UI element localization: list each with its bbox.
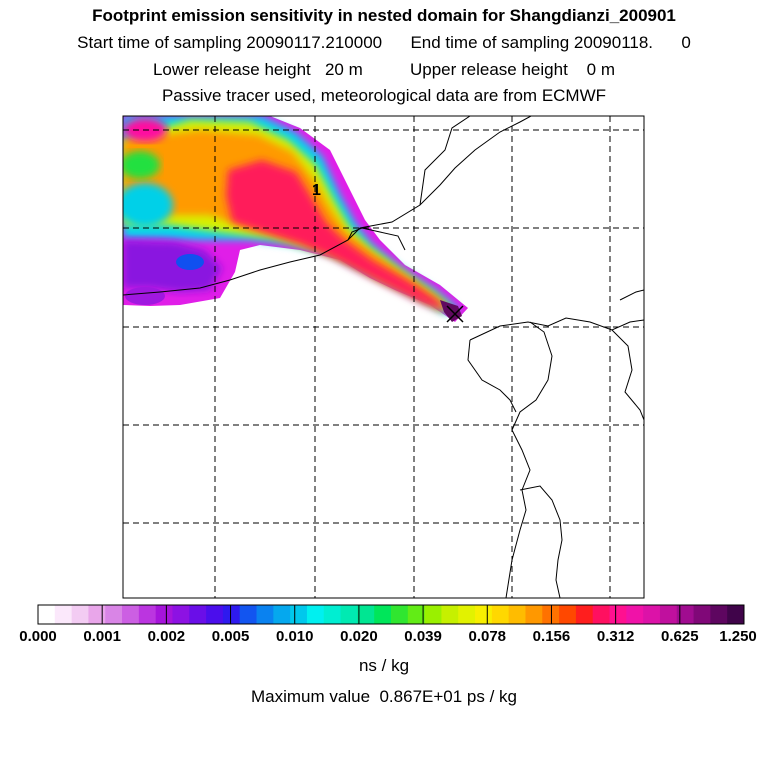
colorbar-cell	[256, 605, 274, 624]
maximum-value-text: Maximum value 0.867E+01 ps / kg	[251, 687, 517, 706]
colorbar-cell	[138, 605, 157, 624]
colorbar-cell	[407, 605, 426, 624]
grid-lines	[123, 116, 644, 598]
colorbar-cell	[54, 605, 73, 624]
colorbar-tick-label: 0.039	[404, 628, 442, 645]
coastlines	[123, 116, 644, 598]
plume-green-blob	[123, 151, 160, 179]
colorbar-cell	[172, 605, 190, 624]
coastline-upper	[619, 289, 644, 301]
colorbar-cell	[441, 605, 459, 624]
colorbar-cell	[575, 605, 594, 624]
colorbar-cell	[458, 605, 476, 624]
station-marker-icon	[446, 305, 464, 323]
colorbar-cell	[693, 605, 711, 624]
plume-field	[123, 116, 468, 322]
tracer-info: Passive tracer used, meteorological data…	[161, 86, 607, 105]
colorbar-tick-label: 0.625	[661, 628, 699, 645]
colorbar-cell	[38, 605, 56, 624]
plume-violet-lobe	[123, 240, 222, 292]
colorbar-cell	[508, 605, 526, 624]
colorbar-units: ns / kg	[358, 656, 410, 675]
colorbar-cell	[273, 605, 291, 624]
release-height-info: Lower release height 20 m Upper release …	[152, 60, 616, 79]
colorbar-cell	[659, 605, 678, 624]
coastline-peninsula	[505, 321, 553, 598]
coastline-south	[519, 485, 563, 598]
colorbar-cell	[122, 605, 140, 624]
colorbar-tick-label: 0.001	[83, 628, 121, 645]
colorbar-cell	[391, 605, 409, 624]
colorbar-cell	[491, 605, 510, 624]
colorbar-tick-label: 1.250	[719, 628, 757, 645]
station-label: 1	[312, 182, 321, 199]
colorbar-tick-label: 0.000	[19, 628, 57, 645]
colorbar-cell	[592, 605, 611, 624]
colorbar-cell	[206, 605, 224, 624]
colorbar-cell	[626, 605, 644, 624]
plume-purple-spot	[125, 287, 165, 305]
sampling-time-info: Start time of sampling 20090117.210000 E…	[77, 33, 691, 52]
coastline-bay	[347, 227, 406, 251]
colorbar-cell	[542, 605, 560, 624]
colorbar-cell	[239, 605, 258, 624]
coastline-west	[467, 339, 517, 413]
coastline-east	[469, 317, 644, 341]
colorbar-frame	[37, 604, 745, 625]
colorbar-cell	[189, 605, 207, 624]
coastline-north	[123, 116, 532, 296]
colorbar-tick-label: 0.005	[211, 628, 250, 645]
colorbar-cell	[475, 605, 493, 624]
colorbar-cell	[357, 605, 375, 624]
colorbar-cell	[609, 605, 627, 624]
colorbar-tick-label: 0.156	[532, 628, 571, 645]
colorbar-cell	[323, 605, 342, 624]
border-line	[419, 116, 471, 206]
plume-cyan-blob	[123, 183, 173, 227]
colorbar	[37, 604, 745, 625]
plume-blue-spot	[176, 254, 204, 270]
colorbar-cell	[374, 605, 392, 624]
colorbar-tick-label: 0.020	[340, 628, 378, 645]
colorbar-cell	[340, 605, 358, 624]
colorbar-cell	[525, 605, 543, 624]
colorbar-tick-label: 0.002	[147, 628, 186, 645]
colorbar-cell	[559, 605, 577, 624]
colorbar-cell	[222, 605, 241, 624]
colorbar-cell	[306, 605, 325, 624]
colorbar-cells	[38, 605, 745, 624]
colorbar-cell	[727, 605, 745, 624]
colorbar-cell	[105, 605, 123, 624]
footprint-map: 1	[122, 115, 645, 599]
colorbar-cell	[643, 605, 661, 624]
coastline-right	[611, 329, 644, 421]
colorbar-cell	[290, 605, 308, 624]
colorbar-tick-label: 0.312	[596, 628, 635, 645]
colorbar-cell	[155, 605, 173, 624]
plume-red-core	[226, 160, 446, 312]
map-title: Footprint emission sensitivity in nested…	[92, 6, 676, 25]
colorbar-tick-label: 0.078	[468, 628, 507, 645]
colorbar-cell	[424, 605, 442, 624]
colorbar-cell	[88, 605, 106, 624]
colorbar-cell	[676, 605, 695, 624]
map-frame	[122, 115, 645, 599]
colorbar-cell	[710, 605, 728, 624]
colorbar-cell	[71, 605, 89, 624]
colorbar-tick-label: 0.010	[275, 628, 314, 645]
